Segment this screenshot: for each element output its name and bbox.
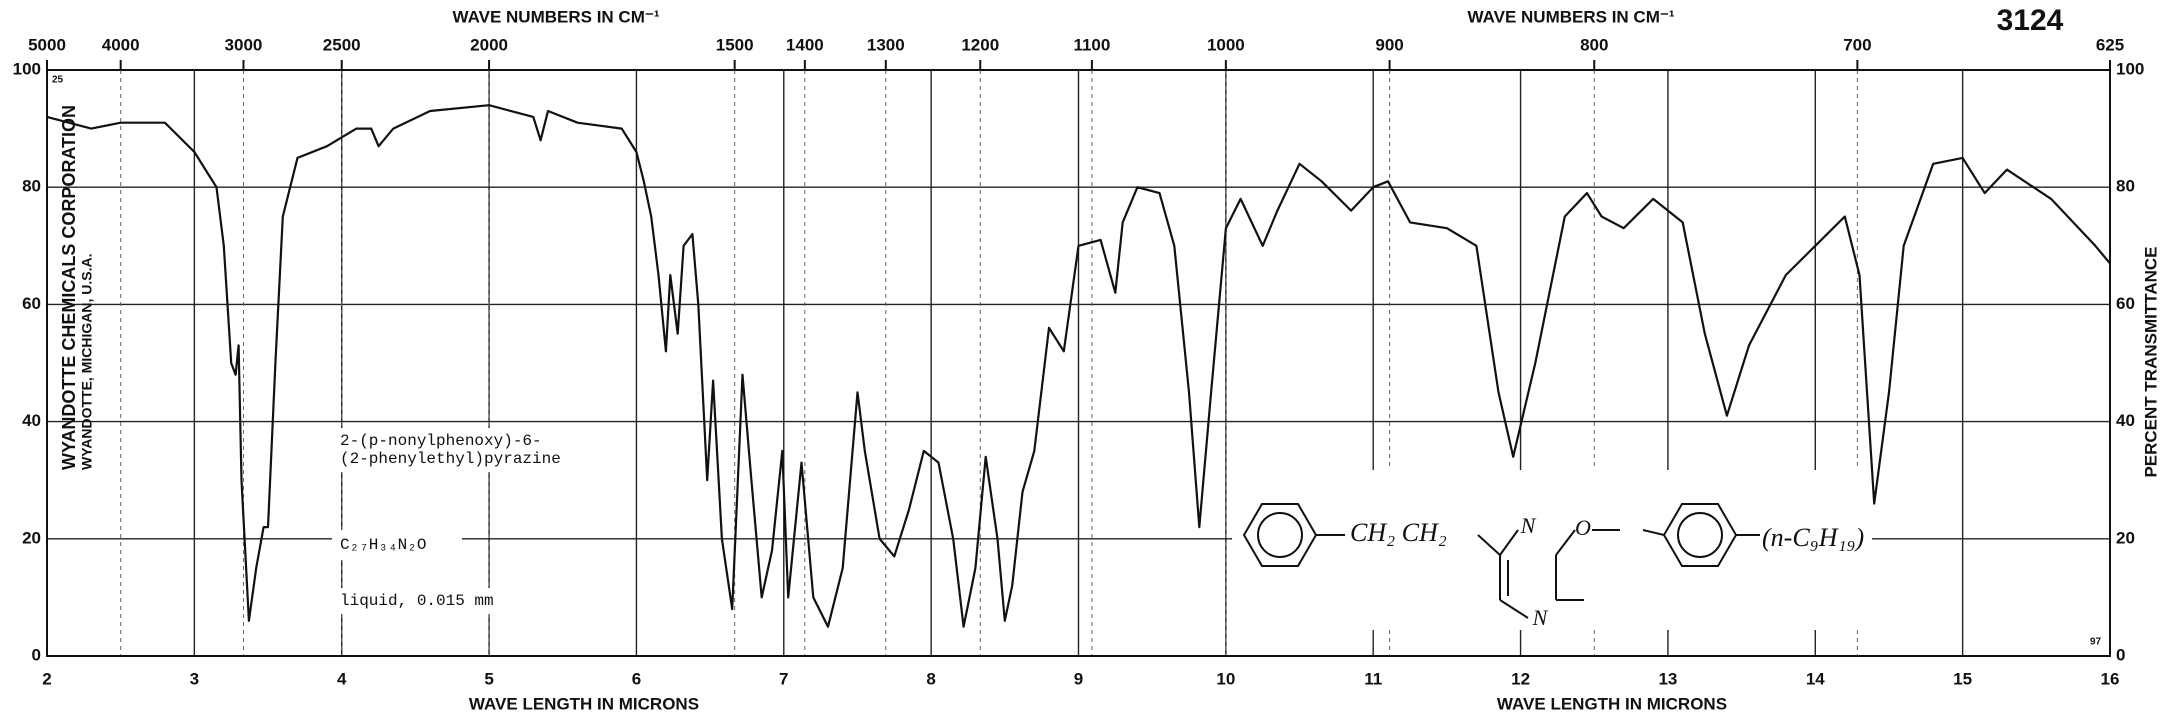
x-axis-title: WAVE LENGTH IN MICRONS: [1497, 694, 1727, 713]
y-tick-label: 60: [22, 294, 41, 313]
annotation-bg: [332, 428, 562, 472]
structure-label: O: [1575, 515, 1591, 540]
x-tick-label: 2: [42, 669, 51, 688]
structure-label: N: [1520, 513, 1537, 538]
y2-tick-label: 0: [2116, 645, 2125, 664]
corner-mark: 97: [2090, 637, 2102, 648]
structure-label: N: [1532, 605, 1549, 630]
y-tick-label: 0: [32, 645, 41, 664]
y-tick-label: 80: [22, 177, 41, 196]
x-tick-label: 3: [190, 669, 199, 688]
x-tick-label: 14: [1806, 669, 1825, 688]
x-tick-label: 13: [1658, 669, 1677, 688]
formula: C₂₇H₃₄N₂O: [340, 536, 426, 554]
structure: [1242, 503, 1760, 619]
id-number: 3124: [1997, 4, 2064, 37]
x-tick-label: 10: [1216, 669, 1235, 688]
y2-tick-label: 60: [2116, 294, 2135, 313]
x2-tick-label: 1300: [867, 35, 905, 54]
annotation-bg: [332, 530, 462, 560]
sample: liquid, 0.015 mm: [340, 592, 494, 610]
x2-tick-label: 800: [1580, 35, 1608, 54]
y-axis-title: PERCENT TRANSMITTANCE: [2141, 246, 2160, 477]
x-axis-title: WAVE LENGTH IN MICRONS: [469, 694, 699, 713]
plot-frame: [46, 69, 2111, 657]
structure-label: CH₂ CH₂: [1350, 518, 1447, 547]
y2-tick-label: 20: [2116, 528, 2135, 547]
compound-name: (2-phenylethyl)pyrazine: [340, 450, 561, 468]
x2-tick-label: 1100: [1073, 35, 1110, 54]
x2-tick-label: 1500: [716, 35, 754, 54]
annotation-bg: [332, 588, 522, 614]
x-tick-label: 6: [632, 669, 641, 688]
x-tick-label: 5: [484, 669, 493, 688]
spectrum-line: [46, 104, 2111, 628]
x2-tick-label: 1400: [786, 35, 824, 54]
y2-tick-label: 80: [2116, 177, 2135, 196]
x2-axis-title: WAVE NUMBERS IN CM⁻¹: [1468, 7, 1675, 26]
x2-tick-label: 625: [2096, 35, 2124, 54]
x-tick-label: 11: [1364, 669, 1382, 688]
x2-tick-label: 5000: [28, 35, 66, 54]
x2-tick-label: 2000: [470, 35, 508, 54]
x-tick-label: 12: [1511, 669, 1530, 688]
x-tick-label: 7: [779, 669, 788, 688]
x2-tick-label: 4000: [102, 35, 140, 54]
structure-label: (n-C₉H₁₉): [1762, 523, 1864, 552]
x2-tick-label: 1000: [1207, 35, 1245, 54]
y2-tick-label: 100: [2116, 59, 2144, 78]
x-tick-label: 4: [337, 669, 347, 688]
y-tick-label: 100: [13, 59, 41, 78]
x2-axis-title: WAVE NUMBERS IN CM⁻¹: [453, 7, 660, 26]
plot: [46, 104, 2111, 628]
x-tick-label: 9: [1074, 669, 1083, 688]
x2-tick-label: 700: [1843, 35, 1871, 54]
compound-name: 2-(p-nonylphenoxy)-6-: [340, 432, 542, 450]
x-tick-label: 15: [1953, 669, 1972, 688]
corner-mark: 25: [52, 75, 64, 86]
y-tick-label: 20: [22, 528, 41, 547]
y2-tick-label: 40: [2116, 411, 2135, 430]
y-tick-label: 40: [22, 411, 41, 430]
structure-bg: [1232, 470, 1872, 630]
x-tick-label: 16: [2101, 669, 2120, 688]
x2-tick-label: 3000: [225, 35, 263, 54]
publisher-location: WYANDOTTE, MICHIGAN, U.S.A.: [79, 254, 95, 471]
x2-tick-label: 1200: [961, 35, 999, 54]
x2-tick-label: 2500: [323, 35, 361, 54]
x-tick-label: 8: [926, 669, 935, 688]
x2-tick-label: 900: [1375, 35, 1403, 54]
publisher: WYANDOTTE CHEMICALS CORPORATION: [59, 105, 79, 470]
